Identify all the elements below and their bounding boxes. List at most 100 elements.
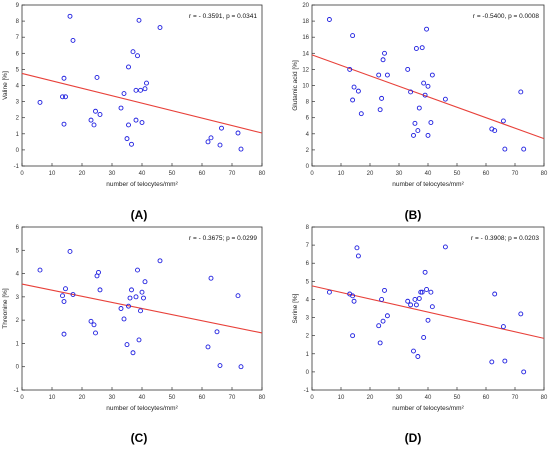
data-point	[67, 248, 73, 254]
data-point	[88, 318, 94, 324]
y-tick-label: 14	[302, 51, 309, 57]
y-tick-label: 12	[302, 67, 309, 73]
y-tick-label: 6	[306, 261, 310, 267]
y-tick-label: 1	[16, 132, 20, 138]
data-point	[492, 291, 498, 297]
x-tick-label: 20	[79, 171, 86, 177]
x-tick-label: 10	[49, 395, 56, 401]
data-point	[518, 89, 524, 95]
plot-frame	[21, 4, 263, 167]
data-point	[133, 294, 139, 300]
x-tick-label: 60	[483, 395, 490, 401]
x-tick-label: 0	[20, 395, 24, 401]
correlation-annotation: r = -0.5400, p = 0.0008	[473, 13, 540, 20]
data-point	[347, 66, 353, 72]
x-tick-label: 50	[454, 395, 461, 401]
trend-line	[311, 54, 545, 140]
y-tick-label: 4	[306, 132, 310, 138]
y-tick-label: 7	[306, 243, 310, 249]
data-point	[126, 303, 131, 309]
data-point	[421, 335, 427, 340]
data-point	[384, 72, 390, 78]
data-point	[238, 364, 244, 370]
y-tick-label: 2	[306, 334, 310, 340]
x-tick-label: 70	[512, 395, 519, 401]
data-point	[238, 146, 244, 152]
data-point	[425, 317, 431, 323]
x-tick-label: 50	[454, 171, 461, 177]
x-axis-label: number of telocytes/mm²	[106, 405, 178, 412]
data-point	[405, 298, 411, 304]
y-tick-label: -1	[304, 388, 310, 394]
data-point	[416, 105, 422, 111]
data-point	[217, 363, 223, 368]
y-tick-label: 0	[306, 164, 310, 170]
data-point	[377, 107, 383, 113]
data-point	[139, 120, 145, 125]
data-point	[205, 344, 211, 350]
data-point	[521, 369, 527, 375]
data-point	[97, 112, 103, 117]
data-point	[235, 293, 241, 299]
data-point	[382, 287, 387, 293]
x-tick-label: 40	[139, 171, 146, 177]
y-tick-label: 6	[16, 51, 20, 57]
data-point	[521, 146, 527, 152]
data-point	[61, 299, 67, 304]
data-point	[358, 111, 364, 117]
data-point	[208, 135, 214, 141]
data-point	[492, 128, 498, 134]
plot-frame	[311, 4, 545, 167]
data-point	[118, 105, 124, 111]
data-point	[425, 132, 431, 138]
x-tick-label: 20	[367, 395, 374, 401]
x-tick-label: 0	[310, 171, 314, 177]
data-point	[350, 333, 356, 339]
x-tick-label: 80	[541, 171, 548, 177]
x-tick-label: 80	[541, 395, 548, 401]
data-point	[419, 289, 425, 295]
y-tick-label: 6	[306, 116, 310, 122]
y-tick-label: 3	[16, 100, 20, 106]
x-tick-label: 50	[169, 171, 176, 177]
x-tick-label: 10	[338, 395, 345, 401]
data-point	[413, 46, 419, 51]
data-point	[379, 296, 385, 302]
data-point	[424, 287, 429, 292]
data-point	[429, 72, 435, 78]
x-tick-label: 80	[259, 171, 266, 177]
data-point	[126, 64, 131, 70]
data-point	[217, 142, 223, 148]
y-tick-label: 4	[306, 297, 310, 303]
data-point	[518, 311, 524, 317]
y-tick-label: 5	[16, 248, 20, 254]
panel-glutamic-acid: 0 10 20 30 40 50 60 70 80 0 2 4 6 8 10 12 14 16 18 20 number…	[292, 3, 548, 188]
y-tick-label: 2	[306, 148, 310, 154]
data-point	[61, 121, 67, 127]
data-point	[67, 13, 73, 19]
x-tick-label: 20	[79, 395, 86, 401]
data-point	[411, 132, 416, 138]
data-point	[377, 340, 383, 346]
data-point	[135, 267, 140, 273]
x-tick-label: 40	[425, 395, 432, 401]
y-tick-label: 4	[16, 84, 20, 90]
y-tick-label: 3	[306, 316, 310, 322]
data-point	[350, 33, 356, 39]
y-tick-label: 4	[16, 272, 20, 278]
data-point	[500, 118, 506, 124]
data-point	[422, 269, 428, 275]
x-tick-label: 60	[483, 171, 490, 177]
x-tick-label: 10	[49, 171, 56, 177]
data-point	[412, 296, 418, 302]
data-point	[157, 258, 163, 264]
data-point	[127, 295, 133, 301]
data-point	[428, 289, 434, 295]
data-point	[91, 322, 97, 328]
x-tick-label: 20	[367, 171, 374, 177]
data-point	[442, 244, 448, 250]
x-axis-label: number of telocytes/mm²	[106, 181, 178, 188]
data-point	[70, 292, 76, 297]
x-tick-label: 30	[109, 395, 116, 401]
